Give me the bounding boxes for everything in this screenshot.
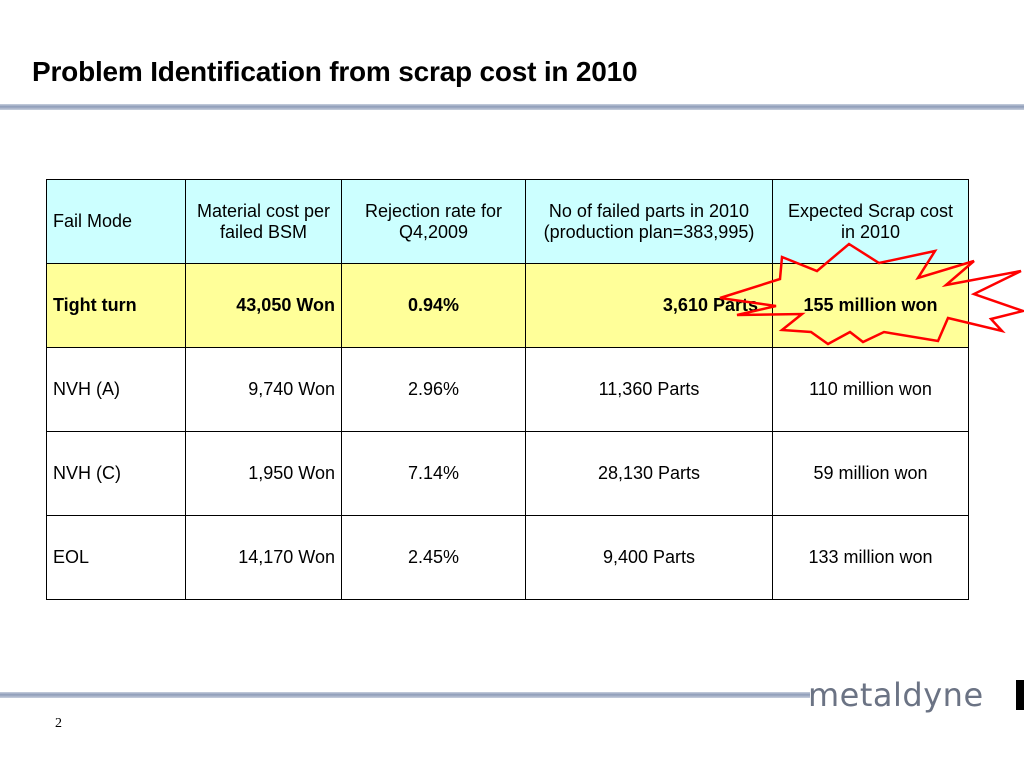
cell-rejection-rate: 2.96% <box>341 347 526 432</box>
cell-material-cost: 43,050 Won <box>185 263 342 348</box>
metaldyne-logo: metaldyne <box>808 676 984 714</box>
cell-scrap-cost: 155 million won <box>772 263 969 348</box>
page-number: 2 <box>55 716 62 731</box>
cell-material-cost: 1,950 Won <box>185 431 342 516</box>
table-header-row: Fail Mode Material cost per failed BSM R… <box>46 179 969 264</box>
cell-scrap-cost: 110 million won <box>772 347 969 432</box>
cell-failed-parts: 9,400 Parts <box>525 515 773 600</box>
table-row: NVH (A) 9,740 Won 2.96% 11,360 Parts 110… <box>46 347 969 432</box>
cell-rejection-rate: 7.14% <box>341 431 526 516</box>
header-material-cost: Material cost per failed BSM <box>185 179 342 264</box>
scrap-cost-table: Fail Mode Material cost per failed BSM R… <box>46 179 969 600</box>
cell-rejection-rate: 0.94% <box>341 263 526 348</box>
header-rejection-rate: Rejection rate for Q4,2009 <box>341 179 526 264</box>
cell-fail-mode: NVH (A) <box>46 347 186 432</box>
cell-scrap-cost: 133 million won <box>772 515 969 600</box>
cell-fail-mode: EOL <box>46 515 186 600</box>
table-row: EOL 14,170 Won 2.45% 9,400 Parts 133 mil… <box>46 515 969 600</box>
cell-fail-mode: Tight turn <box>46 263 186 348</box>
footer-divider <box>0 692 810 698</box>
header-failed-parts: No of failed parts in 2010 (production p… <box>525 179 773 264</box>
cell-material-cost: 9,740 Won <box>185 347 342 432</box>
cell-material-cost: 14,170 Won <box>185 515 342 600</box>
slide-title: Problem Identification from scrap cost i… <box>32 56 638 87</box>
cell-failed-parts: 11,360 Parts <box>525 347 773 432</box>
table-row: Tight turn 43,050 Won 0.94% 3,610 Parts … <box>46 263 969 348</box>
header-fail-mode: Fail Mode <box>46 179 186 264</box>
cell-scrap-cost: 59 million won <box>772 431 969 516</box>
cell-failed-parts: 3,610 Parts <box>525 263 773 348</box>
edge-bar <box>1016 680 1024 710</box>
cell-fail-mode: NVH (C) <box>46 431 186 516</box>
header-scrap-cost: Expected Scrap cost in 2010 <box>772 179 969 264</box>
cell-failed-parts: 28,130 Parts <box>525 431 773 516</box>
table-row: NVH (C) 1,950 Won 7.14% 28,130 Parts 59 … <box>46 431 969 516</box>
cell-rejection-rate: 2.45% <box>341 515 526 600</box>
title-divider <box>0 104 1024 110</box>
